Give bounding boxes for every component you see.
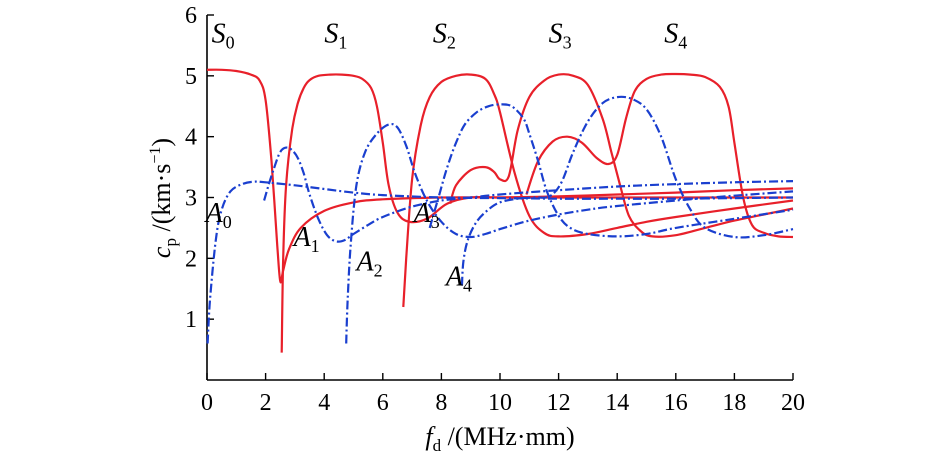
y-tick-label: 2: [185, 246, 197, 272]
x-tick-label: 8: [435, 390, 447, 416]
mode-label-a3: A3: [412, 198, 440, 232]
x-tick-label: 0: [201, 390, 213, 416]
mode-label-s2: S2: [433, 18, 456, 52]
x-tick-label: 16: [664, 390, 688, 416]
x-axis-label: fd /(MHz·mm): [425, 422, 574, 455]
x-tick-label: 18: [722, 390, 746, 416]
mode-label-a0: A0: [204, 198, 232, 232]
y-tick-label: 3: [185, 186, 197, 212]
y-axis-label: cp /(km·s−1): [147, 138, 180, 258]
mode-label-a1: A1: [292, 222, 320, 256]
x-tick-label: 4: [318, 390, 330, 416]
x-tick-label: 12: [547, 390, 571, 416]
mode-label-a2: A2: [355, 247, 383, 281]
series-a3: [428, 103, 794, 238]
x-tick-label: 10: [488, 390, 512, 416]
series-s0: [206, 68, 793, 284]
x-tick-label: 6: [377, 390, 389, 416]
series-a0: [206, 180, 794, 344]
mode-label-a4: A4: [444, 262, 472, 296]
series-s3: [449, 73, 794, 238]
x-tick-label: 14: [605, 390, 629, 416]
mode-label-s3: S3: [549, 18, 572, 52]
y-tick-label: 4: [185, 125, 197, 151]
curves: [206, 68, 794, 353]
y-tick-label: 6: [185, 3, 197, 29]
series-a2: [345, 122, 794, 344]
mode-label-s0: S0: [212, 18, 235, 52]
y-tick-label: 1: [185, 307, 197, 333]
mode-label-s4: S4: [664, 18, 687, 52]
series-a1: [263, 146, 794, 243]
x-tick-label: 2: [260, 390, 272, 416]
y-tick-label: 5: [185, 64, 197, 90]
x-tick-label: 20: [781, 390, 805, 416]
series-s1: [280, 73, 794, 353]
series-a4: [460, 95, 794, 286]
series-s2: [402, 73, 794, 308]
mode-label-s1: S1: [324, 18, 347, 52]
